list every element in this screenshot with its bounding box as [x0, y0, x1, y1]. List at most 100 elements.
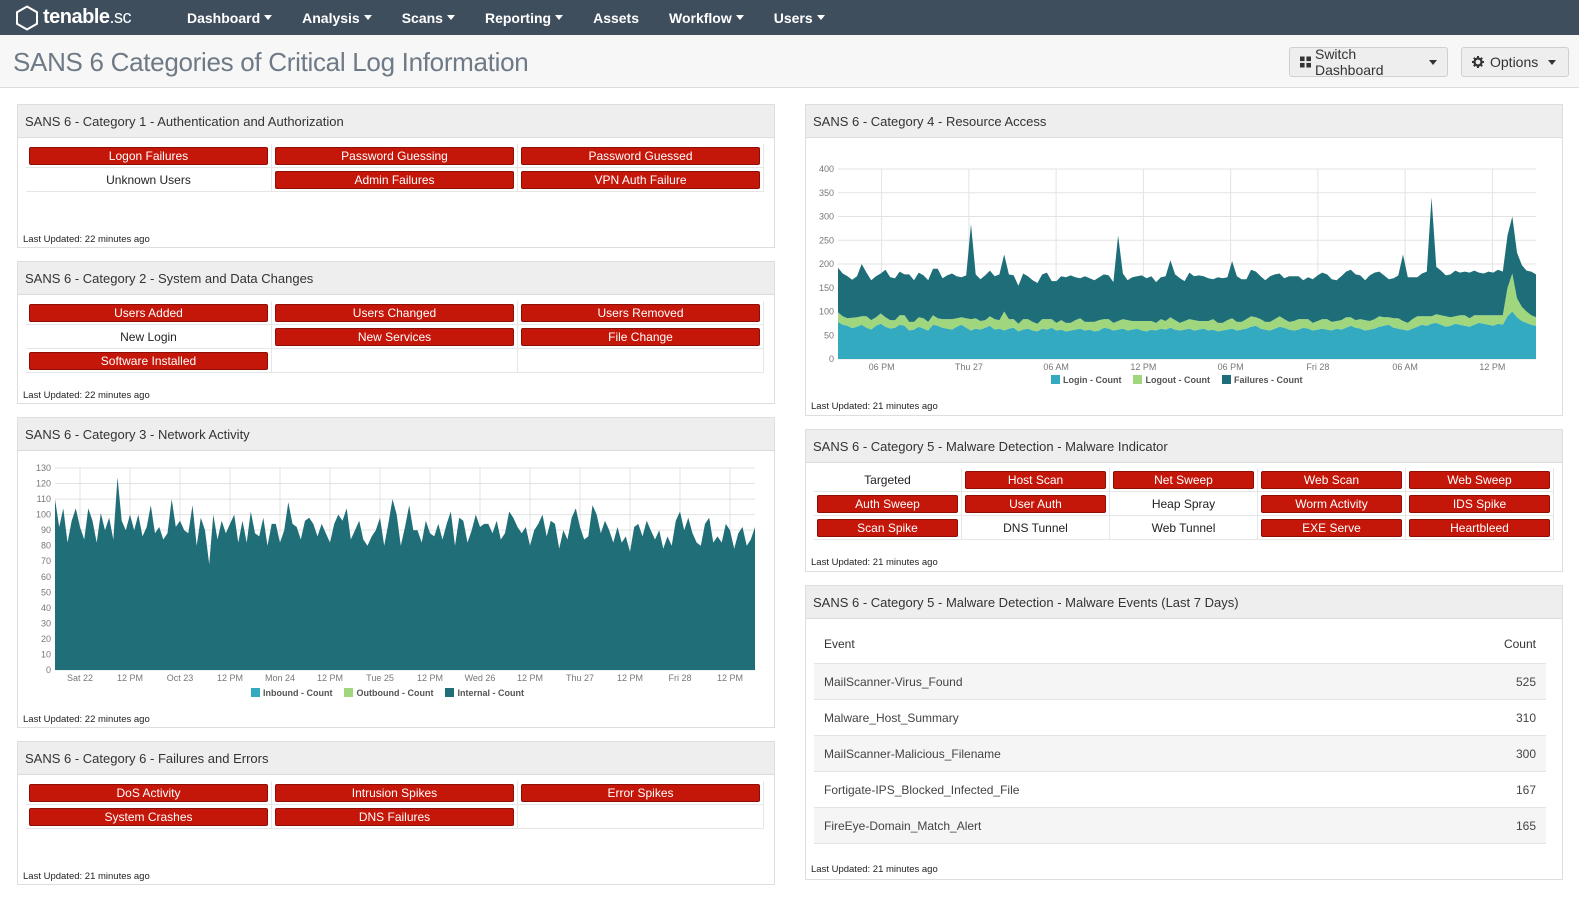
matrix-cell[interactable]: EXE Serve [1258, 516, 1406, 540]
nav-users[interactable]: Users [759, 0, 840, 35]
table-row[interactable]: MailScanner-Virus_Found 525 [814, 664, 1546, 700]
panel-title: SANS 6 - Category 3 - Network Activity [18, 418, 774, 451]
last-updated: Last Updated: 22 minutes ago [23, 234, 150, 245]
matrix-cell[interactable]: Heartbleed [1406, 516, 1554, 540]
nav-label: Dashboard [187, 9, 261, 26]
legend-swatch [251, 688, 260, 697]
matrix-cell[interactable]: Heap Spray [1110, 492, 1258, 516]
x-tick-label: 12 PM [717, 673, 743, 683]
table-body: MailScanner-Virus_Found 525 Malware_Host_S… [814, 664, 1546, 856]
alert-indicator: Host Scan [965, 470, 1106, 489]
alert-indicator: System Crashes [29, 807, 268, 826]
matrix-cell[interactable]: New Login [26, 325, 272, 349]
series-area-login-count[interactable] [838, 311, 1536, 360]
y-tick-label: 50 [824, 330, 834, 340]
matrix-cell[interactable]: Unknown Users [26, 168, 272, 192]
table-row[interactable]: MailScanner-Malicious_Filename 300 [814, 736, 1546, 772]
x-tick-label: Sat 22 [67, 673, 93, 683]
y-tick-label: 100 [819, 307, 834, 317]
last-updated: Last Updated: 22 minutes ago [23, 714, 150, 725]
matrix-cell[interactable]: New Services [272, 325, 518, 349]
alert-indicator: Password Guessed [521, 146, 760, 165]
y-tick-label: 70 [41, 556, 51, 566]
legend-label: Internal - Count [457, 688, 524, 698]
y-tick-label: 400 [819, 164, 834, 174]
matrix-cell[interactable]: Worm Activity [1258, 492, 1406, 516]
matrix-cell[interactable]: Software Installed [26, 349, 272, 373]
event-count: 310 [1515, 710, 1536, 725]
options-button[interactable]: Options [1461, 47, 1569, 77]
nav-assets[interactable]: Assets [578, 0, 654, 35]
column-header-event[interactable]: Event [824, 636, 855, 651]
matrix-cell [518, 349, 764, 373]
legend-swatch [445, 688, 455, 697]
table-row[interactable]: Malware_Host_Summary 310 [814, 700, 1546, 736]
matrix-cell[interactable]: Admin Failures [272, 168, 518, 192]
panel-category-4: SANS 6 - Category 4 - Resource Access 0 5… [805, 104, 1563, 416]
y-tick-label: 100 [36, 510, 51, 520]
matrix-cell[interactable]: Web Scan [1258, 468, 1406, 492]
matrix-cell[interactable]: Net Sweep [1110, 468, 1258, 492]
matrix-cell[interactable]: Web Sweep [1406, 468, 1554, 492]
nav-reporting[interactable]: Reporting [470, 0, 578, 35]
matrix-cell[interactable]: Users Removed [518, 301, 764, 325]
matrix-cell[interactable]: Scan Spike [814, 516, 962, 540]
table-row[interactable]: FireEye-Domain_Match_Alert 165 [814, 808, 1546, 844]
x-tick-label: 12 PM [1479, 362, 1505, 372]
matrix-cell[interactable]: Users Changed [272, 301, 518, 325]
series-area-failures-count[interactable] [838, 197, 1536, 324]
alert-indicator: Intrusion Spikes [275, 783, 514, 802]
y-tick-label: 120 [36, 479, 51, 489]
matrix-cell[interactable]: Intrusion Spikes [272, 781, 518, 805]
column-header-count[interactable]: Count [1503, 636, 1536, 651]
matrix-cell[interactable]: Error Spikes [518, 781, 764, 805]
matrix-cell[interactable]: VPN Auth Failure [518, 168, 764, 192]
matrix-cell[interactable]: Auth Sweep [814, 492, 962, 516]
matrix-cell[interactable]: DoS Activity [26, 781, 272, 805]
nav-scans[interactable]: Scans [387, 0, 470, 35]
chart-legend: Login - Count Logout - Count Failures - Co… [1051, 375, 1302, 385]
alert-indicator: Error Spikes [521, 783, 760, 802]
matrix-cell[interactable]: Web Tunnel [1110, 516, 1258, 540]
legend-item[interactable]: Outbound - Count [344, 688, 433, 698]
x-tick-label: 06 AM [1392, 362, 1418, 372]
nav-workflow[interactable]: Workflow [654, 0, 759, 35]
matrix-cell[interactable]: Password Guessing [272, 144, 518, 168]
y-tick-label: 0 [46, 665, 51, 675]
matrix-cell[interactable]: System Crashes [26, 805, 272, 829]
nav-dashboard[interactable]: Dashboard [172, 0, 287, 35]
brand-logo[interactable]: tenable.sc [14, 0, 172, 35]
alert-indicator: Software Installed [29, 351, 268, 370]
panel-title: SANS 6 - Category 5 - Malware Detection … [806, 586, 1562, 619]
matrix-cell[interactable]: Password Guessed [518, 144, 764, 168]
matrix-cell[interactable]: Users Added [26, 301, 272, 325]
legend-item[interactable]: Failures - Count [1221, 375, 1302, 385]
legend-item[interactable]: Login - Count [1051, 375, 1121, 385]
matrix-cell[interactable]: Targeted [814, 468, 962, 492]
resource-access-chart: 0 50 100 150 200 250 300 350 400 06 PM Thu 27 06 AM… [819, 164, 1536, 372]
series-area-logout-count[interactable] [838, 273, 1536, 332]
legend-item[interactable]: Inbound - Count [251, 688, 332, 698]
y-tick-label: 110 [37, 494, 51, 504]
matrix-cell [272, 349, 518, 373]
panel-title: SANS 6 - Category 4 - Resource Access [806, 105, 1562, 138]
matrix-cell[interactable]: File Change [518, 325, 764, 349]
malware-events-table[interactable]: Event Count MailScanner-Virus_Found 525 Ma… [814, 624, 1546, 856]
table-row[interactable]: Fortigate-IPS_Blocked_Infected_File 167 [814, 772, 1546, 808]
matrix-cell[interactable]: Logon Failures [26, 144, 272, 168]
legend-item[interactable]: Internal - Count [445, 688, 524, 698]
page-header: SANS 6 Categories of Critical Log Inform… [0, 35, 1579, 88]
legend-item[interactable]: Logout - Count [1133, 375, 1210, 385]
switch-dashboard-button[interactable]: Switch Dashboard [1289, 46, 1448, 78]
nav-analysis[interactable]: Analysis [287, 0, 387, 35]
matrix-cell[interactable]: IDS Spike [1406, 492, 1554, 516]
matrix-cell[interactable]: User Auth [962, 492, 1110, 516]
event-name: FireEye-Domain_Match_Alert [824, 818, 982, 833]
indicator-matrix: DoS Activity Intrusion Spikes Error Spikes… [26, 781, 764, 829]
series-area-internal-count[interactable] [55, 477, 755, 670]
matrix-cell[interactable]: DNS Tunnel [962, 516, 1110, 540]
x-tick-label: Mon 24 [265, 673, 295, 683]
matrix-cell[interactable]: DNS Failures [272, 805, 518, 829]
matrix-cell[interactable]: Host Scan [962, 468, 1110, 492]
table-row[interactable]: MailScanner-Virus_Found_In_File 156 [814, 844, 1546, 857]
